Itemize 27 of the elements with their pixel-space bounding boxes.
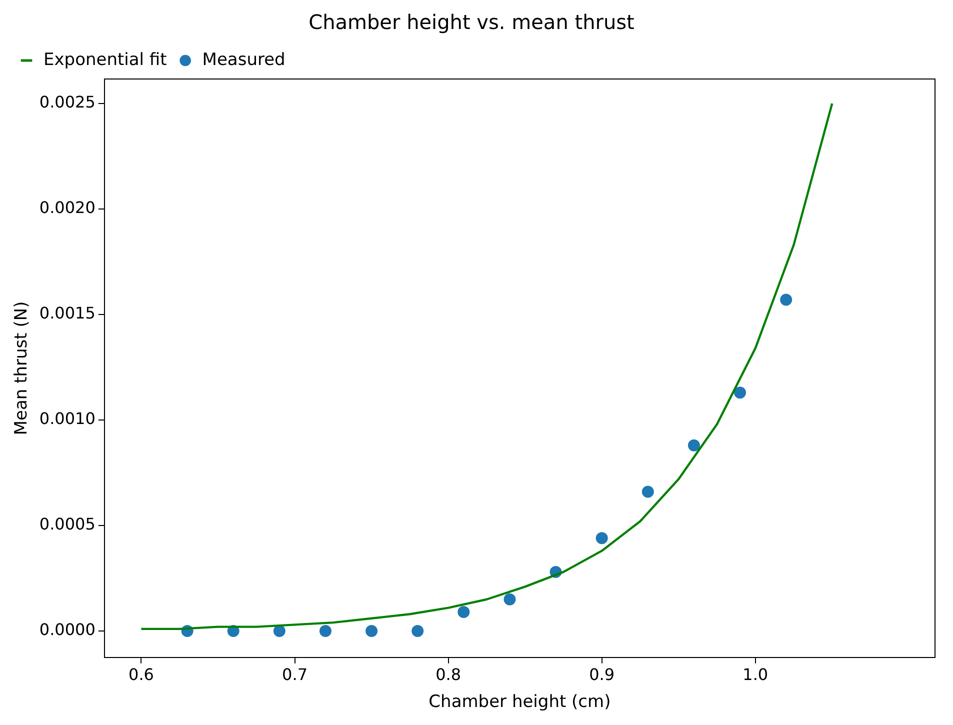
y-tick-label: 0.0025 (39, 92, 96, 112)
point (319, 625, 332, 638)
chart-title: Chamber height vs. mean thrust (308, 10, 635, 34)
x-tick-label: 0.6 (128, 665, 154, 684)
x-axis-title: Chamber height (cm) (428, 692, 611, 712)
y-tick-label: 0.0005 (39, 514, 96, 534)
point (596, 532, 608, 544)
y-axis-title: Mean thrust (N) (12, 301, 32, 436)
y-tick-label: 0.0010 (39, 409, 96, 428)
x-tick-label: 0.8 (436, 665, 462, 684)
y-tick-label: 0.0000 (39, 620, 96, 640)
point (504, 593, 516, 606)
y-tick-label: 0.0015 (39, 304, 96, 323)
point (734, 386, 746, 399)
legend-label: Exponential fit (44, 50, 168, 70)
point (366, 625, 378, 638)
point (458, 606, 470, 618)
point (273, 625, 286, 638)
point (412, 625, 424, 638)
legend-label: Measured (202, 50, 286, 70)
x-tick-label: 0.7 (282, 665, 308, 684)
point (642, 486, 654, 498)
x-tick-label: 0.9 (589, 665, 615, 684)
point (780, 294, 792, 306)
x-tick-label: 1.0 (742, 665, 768, 684)
y-tick-label: 0.0020 (39, 198, 96, 218)
point (688, 439, 700, 452)
